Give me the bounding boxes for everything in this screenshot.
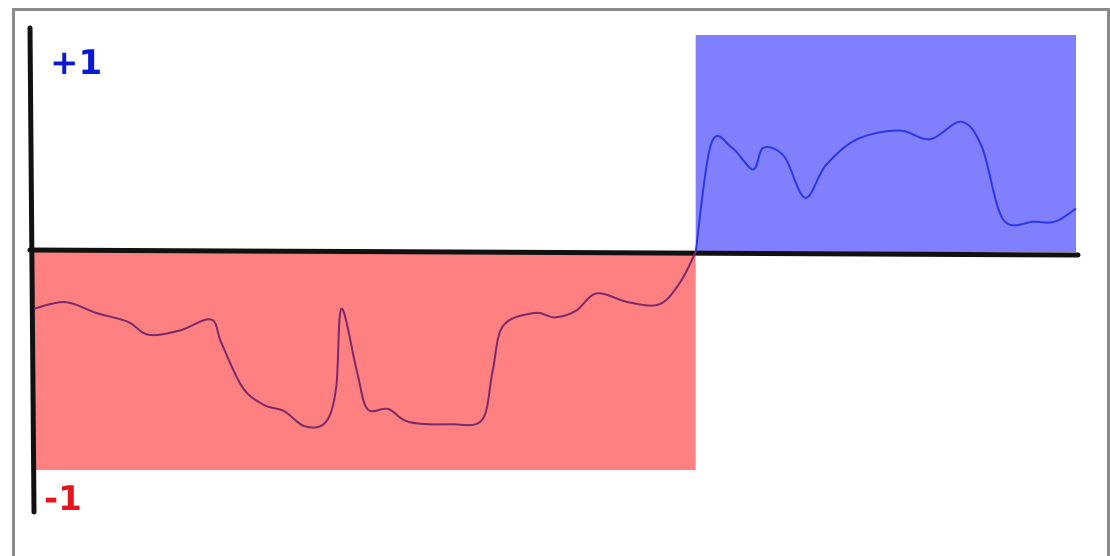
positive-band — [695, 35, 1076, 252]
axes-layer — [27, 25, 1081, 515]
series-line-negative — [33, 251, 697, 429]
series-layer — [33, 120, 1077, 429]
negative-band — [34, 252, 696, 470]
y-tick-label-bottom: -1 — [44, 479, 82, 519]
bands-layer — [34, 35, 1076, 470]
series-line-positive — [694, 120, 1077, 253]
y-tick-label-top: +1 — [50, 43, 102, 83]
x-axis-zero-line — [27, 247, 1081, 258]
y-axis — [27, 25, 37, 515]
